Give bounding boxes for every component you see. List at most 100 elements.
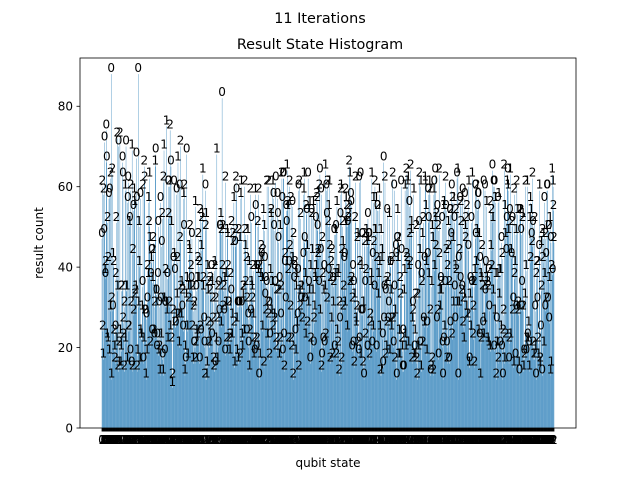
bar-value-label: 1 — [521, 286, 529, 300]
bar-value-label: 1 — [386, 206, 394, 220]
bar-value-label: 0 — [538, 363, 546, 377]
bar-value-label: 2 — [520, 298, 528, 312]
bar-value-label: 2 — [407, 158, 415, 172]
bar-value-label: 2 — [470, 298, 478, 312]
bar-value-label: 1 — [213, 142, 221, 156]
bar-value-labels: 0221200102001212010120122012212022121201… — [98, 61, 558, 389]
bar-value-label: 0 — [289, 194, 297, 208]
bar-value-label: 2 — [281, 359, 289, 373]
bar-value-label: 1 — [379, 242, 387, 256]
y-axis-label: result count — [32, 207, 46, 279]
bar-value-label: 1 — [159, 363, 167, 377]
bar-value-label: 2 — [328, 242, 336, 256]
bar-value-label: 1 — [377, 222, 385, 236]
bar-value-label: 2 — [253, 331, 261, 345]
bar-value-label: 0 — [255, 367, 263, 381]
bar-value-label: 0 — [380, 150, 388, 164]
bar-value-label: 2 — [374, 198, 382, 212]
bar-value-label: 0 — [465, 238, 473, 252]
bar-value-label: 1 — [261, 218, 269, 232]
bar-value-label: 0 — [143, 306, 151, 320]
bar-value-label: 2 — [166, 117, 174, 131]
bar-value-label: 2 — [318, 359, 326, 373]
bar-value-label: 2 — [181, 178, 189, 192]
bar-value-label: 2 — [370, 234, 378, 248]
bar-value-label: 0 — [439, 367, 447, 381]
bar-value-label: 2 — [150, 230, 158, 244]
bar-value-label: 1 — [437, 298, 445, 312]
bar-value-label: 0 — [544, 290, 552, 304]
bar-value-label: 2 — [406, 254, 414, 268]
bar-value-label: 2 — [414, 286, 422, 300]
bar-value-label: 2 — [290, 226, 298, 240]
bar-value-label: 0 — [152, 142, 160, 156]
bar-value-label: 0 — [364, 206, 372, 220]
bar-value-label: 2 — [145, 214, 153, 228]
bar-value-label: 2 — [351, 210, 359, 224]
bar-value-label: 0 — [517, 222, 525, 236]
bar-value-label: 2 — [295, 359, 303, 373]
bar-value-label: 1 — [203, 206, 211, 220]
bar-value-label: 2 — [169, 367, 177, 381]
bar-value-label: 0 — [545, 310, 553, 324]
bar-value-label: 2 — [113, 210, 121, 224]
bar-value-label: 2 — [202, 218, 210, 232]
bar-value-label: 1 — [428, 274, 436, 288]
bar-value-label: 2 — [249, 290, 257, 304]
bar-value-label: 0 — [435, 347, 443, 361]
y-tick-label: 80 — [58, 100, 73, 114]
bar-value-label: 2 — [104, 210, 112, 224]
x-axis: 0221200102001212010120122012212022121201… — [98, 428, 558, 447]
bar-value-label: 1 — [481, 310, 489, 324]
bar-value-label: 2 — [191, 294, 199, 308]
bar-value-label: 0 — [537, 318, 545, 332]
bar-value-label: 2 — [550, 198, 558, 212]
bar-value-label: 0 — [134, 61, 142, 75]
y-tick-label: 60 — [58, 180, 73, 194]
bar-value-label: 1 — [217, 314, 225, 328]
bar-value-label: 0 — [202, 178, 210, 192]
bar-value-label: 1 — [546, 210, 554, 224]
bar-value-label: 1 — [244, 222, 252, 236]
bar-value-label: 2 — [500, 302, 508, 316]
bar-value-label: 1 — [123, 278, 131, 292]
bar-value-label: 1 — [326, 174, 334, 188]
bar-value-label: 0 — [106, 182, 114, 196]
bar-value-label: 1 — [400, 282, 408, 296]
bar-value-label: 0 — [481, 178, 489, 192]
bar-value-label: 0 — [107, 61, 115, 75]
bar-value-label: 0 — [455, 367, 463, 381]
bar-value-label: 2 — [322, 327, 330, 341]
bar-value-label: 0 — [317, 242, 325, 256]
bar-value-label: 2 — [196, 254, 204, 268]
bar-value-label: 1 — [548, 355, 556, 369]
bar-value-label: 0 — [318, 347, 326, 361]
bar-value-label: 1 — [160, 138, 168, 152]
bar-value-label: 0 — [406, 194, 414, 208]
bar-value-label: 2 — [334, 335, 342, 349]
bar-value-label: 1 — [292, 343, 300, 357]
bar-value-label: 0 — [534, 290, 542, 304]
bar-value-label: 0 — [357, 166, 365, 180]
bar-value-label: 2 — [513, 174, 521, 188]
bar-value-label: 2 — [531, 210, 539, 224]
bar-value-label: 1 — [497, 262, 505, 276]
bar-value-label: 1 — [540, 335, 548, 349]
bar-value-label: 0 — [158, 234, 166, 248]
y-tick-label: 40 — [58, 260, 73, 274]
bar-value-label: 2 — [109, 162, 117, 176]
bar-value-label: 2 — [444, 258, 452, 272]
bar-value-label: 1 — [237, 186, 245, 200]
bar-value-label: 1 — [151, 154, 159, 168]
chart-title: Result State Histogram — [237, 37, 403, 53]
bar-value-label: 0 — [451, 310, 459, 324]
bar-value-label: 0 — [277, 306, 285, 320]
bar-value-label: 1 — [394, 202, 402, 216]
bar-value-label: 0 — [474, 198, 482, 212]
bar-value-label: 1 — [489, 210, 497, 224]
bar-value-label: 0 — [541, 190, 549, 204]
bar-value-label: 1 — [283, 158, 291, 172]
x-axis-label: qubit state — [295, 456, 360, 470]
